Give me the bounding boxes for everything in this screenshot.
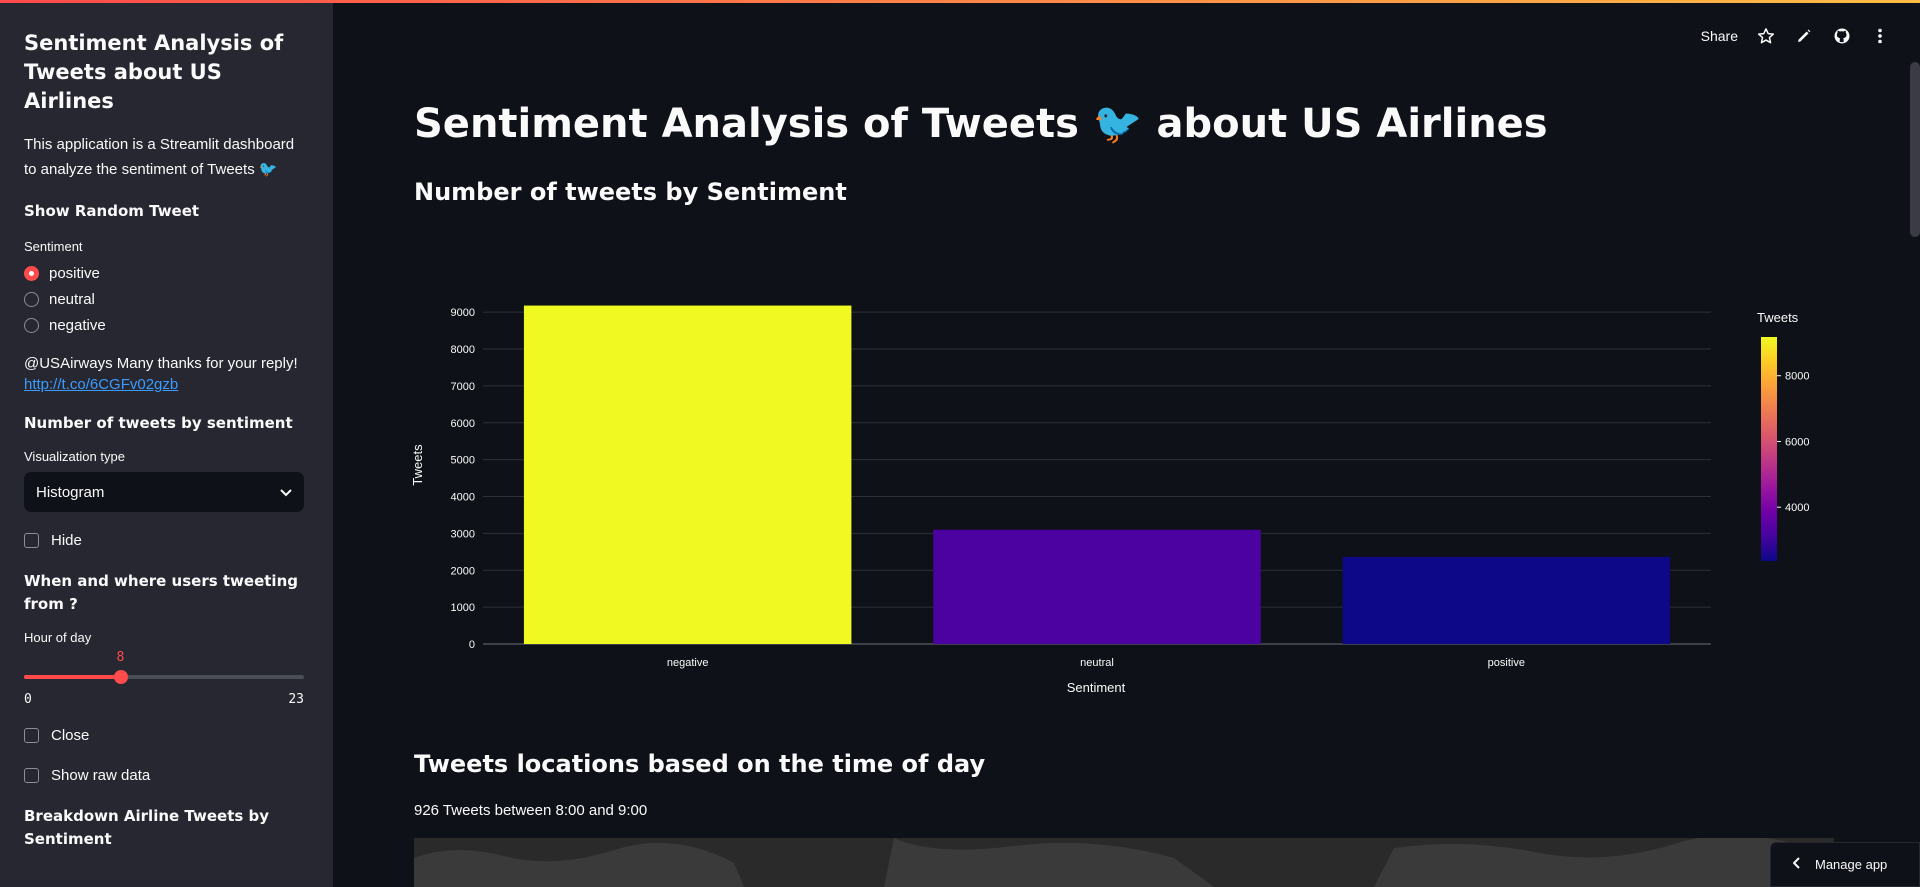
more-vert-icon[interactable] (1870, 26, 1890, 46)
sentiment-radio-group: positive neutral negative (24, 260, 304, 338)
bar-neutral[interactable] (933, 529, 1261, 644)
chart-y-axis-title: Tweets (410, 444, 425, 486)
slider-handle[interactable] (114, 670, 129, 684)
radio-checked-icon (24, 265, 39, 281)
tweets-count-caption: 926 Tweets between 8:00 and 9:00 (414, 802, 648, 819)
page-title: Sentiment Analysis of Tweets 🐦 about US … (414, 101, 1548, 147)
slider-max-label: 23 (288, 692, 304, 707)
manage-app-button[interactable]: Manage app (1770, 842, 1920, 887)
hide-checkbox-label: Hide (51, 531, 82, 549)
slider-min-label: 0 (24, 692, 32, 707)
checkbox-icon (24, 532, 39, 548)
header-decoration-line (0, 0, 1920, 3)
breakdown-header: Breakdown Airline Tweets by Sentiment (24, 807, 270, 848)
random-tweet: @USAirways Many thanks for your reply! h… (24, 352, 304, 394)
sidebar: Sentiment Analysis of Tweets about US Ai… (0, 0, 333, 887)
hide-checkbox[interactable]: Hide (24, 528, 304, 552)
sidebar-title: Sentiment Analysis of Tweets about US Ai… (24, 31, 284, 113)
random-tweet-link[interactable]: http://t.co/6CGFv02gzb (24, 376, 179, 393)
sentiment-bar-chart[interactable]: 0 1000 2000 3000 4000 5000 6000 7000 8000 9000 ne… (333, 240, 1833, 720)
radio-unchecked-icon (24, 291, 39, 307)
close-checkbox-label: Close (51, 726, 90, 744)
y-tick-label: 3000 (451, 528, 475, 540)
radio-option-label: positive (49, 264, 100, 282)
star-icon[interactable] (1756, 26, 1776, 46)
y-tick-label: 1000 (451, 602, 475, 614)
chart-x-axis-title: Sentiment (1067, 680, 1126, 695)
tweets-map[interactable] (414, 838, 1834, 887)
radio-option-negative[interactable]: negative (24, 312, 304, 338)
pencil-icon[interactable] (1794, 26, 1814, 46)
colorbar-tick-label: 6000 (1785, 436, 1809, 448)
x-tick-label: negative (667, 657, 709, 669)
y-tick-label: 6000 (451, 418, 475, 430)
y-tick-label: 5000 (451, 455, 475, 467)
radio-option-label: neutral (49, 290, 95, 308)
github-icon[interactable] (1832, 26, 1852, 46)
section-title-locations: Tweets locations based on the time of da… (414, 750, 986, 778)
y-tick-label: 9000 (451, 307, 475, 319)
hour-slider[interactable]: 8 0 23 (24, 645, 304, 707)
hour-slider-label: Hour of day (24, 630, 92, 645)
colorbar-title: Tweets (1757, 310, 1799, 325)
x-tick-label: neutral (1080, 657, 1114, 669)
raw-data-checkbox-label: Show raw data (51, 766, 151, 784)
count-section-header: Number of tweets by sentiment (24, 414, 293, 432)
slider-track[interactable] (24, 675, 304, 679)
colorbar (1761, 337, 1777, 561)
colorbar-tick-label: 4000 (1785, 502, 1809, 514)
viz-type-value: Histogram (36, 483, 105, 501)
where-section-header: When and where users tweeting from ? (24, 572, 298, 613)
bar-positive[interactable] (1342, 556, 1671, 644)
checkbox-icon (24, 767, 39, 783)
manage-app-label: Manage app (1815, 857, 1888, 872)
radio-unchecked-icon (24, 317, 39, 333)
app-toolbar: Share (1701, 26, 1890, 46)
section-title-count: Number of tweets by Sentiment (414, 178, 847, 206)
y-tick-label: 2000 (451, 565, 475, 577)
viz-type-select[interactable]: Histogram (24, 472, 304, 512)
y-tick-label: 8000 (451, 344, 475, 356)
colorbar-tick-label: 8000 (1785, 371, 1809, 383)
radio-option-neutral[interactable]: neutral (24, 286, 304, 312)
slider-current-value: 8 (116, 650, 125, 665)
sidebar-description: This application is a Streamlit dashboar… (24, 136, 295, 178)
scrollbar-thumb[interactable] (1910, 62, 1920, 237)
sentiment-radio-label: Sentiment (24, 239, 83, 254)
map-land-shapes (414, 838, 1834, 887)
radio-option-positive[interactable]: positive (24, 260, 304, 286)
main-content: Share Sentiment Analysis of Tweets 🐦 abo… (333, 0, 1920, 887)
y-tick-label: 7000 (451, 381, 475, 393)
bar-negative[interactable] (523, 305, 852, 644)
close-checkbox[interactable]: Close (24, 723, 304, 747)
share-button[interactable]: Share (1700, 28, 1738, 44)
raw-data-checkbox[interactable]: Show raw data (24, 763, 304, 787)
random-tweet-header: Show Random Tweet (24, 202, 200, 220)
viz-type-label: Visualization type (24, 449, 125, 464)
y-tick-label: 0 (469, 639, 475, 651)
checkbox-icon (24, 727, 39, 743)
chevron-down-icon (280, 484, 292, 501)
x-tick-label: positive (1488, 657, 1525, 669)
chevron-left-icon (1792, 857, 1801, 872)
random-tweet-text: @USAirways Many thanks for your reply! (24, 355, 298, 372)
slider-fill (24, 675, 122, 679)
radio-option-label: negative (49, 316, 106, 334)
y-tick-label: 4000 (451, 492, 475, 504)
